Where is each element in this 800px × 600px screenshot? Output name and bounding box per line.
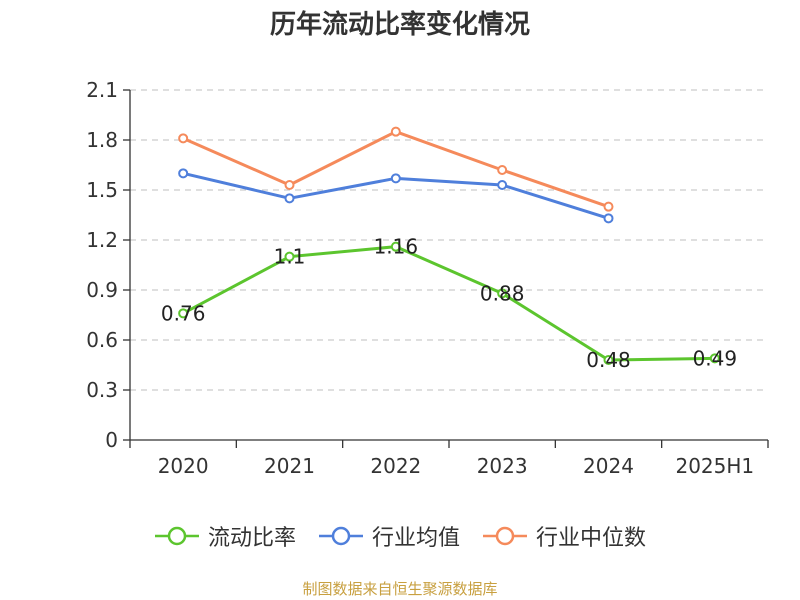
data-point[interactable] (178, 308, 189, 319)
data-label: 0.76 (161, 301, 206, 325)
series-line (182, 130, 609, 209)
data-point[interactable] (284, 180, 295, 190)
legend: 流动比率 行业均值 行业中位数 (0, 520, 800, 552)
data-point[interactable] (178, 168, 189, 179)
y-tick-label: 1.5 (86, 178, 118, 202)
series-line (182, 245, 715, 362)
legend-symbol-current-ratio (154, 526, 199, 546)
data-label: 0.88 (480, 281, 525, 305)
y-tick-label: 0 (105, 428, 118, 452)
data-point[interactable] (390, 126, 401, 137)
chart-title: 历年流动比率变化情况 (269, 10, 530, 40)
data-point[interactable] (603, 213, 614, 224)
data-point[interactable] (603, 355, 614, 365)
data-point[interactable] (178, 133, 189, 144)
x-tick-label: 2020 (158, 454, 209, 478)
y-tick-label: 2.1 (86, 78, 118, 102)
legend-label-industry-mean: 行业均值 (371, 526, 460, 551)
legend-label-current-ratio: 流动比率 (207, 526, 296, 551)
data-point[interactable] (497, 288, 508, 299)
x-tick-label: 2024 (583, 454, 634, 478)
data-label: 1.16 (374, 235, 419, 259)
legend-item-industry-mean[interactable]: 行业均值 (318, 520, 460, 552)
legend-symbol-industry-median (483, 526, 527, 546)
data-point[interactable] (709, 353, 720, 364)
y-tick-label: 0.3 (86, 378, 118, 402)
data-label: 1.1 (274, 245, 306, 269)
x-tick-label: 2021 (264, 454, 315, 478)
y-tick-label: 1.2 (86, 228, 118, 252)
data-point[interactable] (603, 201, 614, 212)
y-tick-label: 0.6 (86, 328, 118, 352)
data-labels: 0.76 1.1 1.16 0.88 0.48 0.49 (161, 235, 737, 372)
legend-label-industry-median: 行业中位数 (536, 526, 647, 551)
grid-lines (130, 89, 768, 391)
legend-item-current-ratio[interactable]: 流动比率 (154, 520, 296, 552)
data-point[interactable] (497, 165, 508, 175)
legend-symbol-industry-mean (318, 526, 363, 546)
y-tick-label: 0.9 (86, 278, 118, 302)
data-point[interactable] (390, 173, 401, 184)
x-tick-label: 2022 (370, 454, 421, 478)
data-label: 0.48 (586, 348, 631, 372)
x-tick-label: 2025H1 (675, 454, 754, 478)
y-tick-label: 1.8 (86, 128, 118, 152)
source-note: 制图数据来自恒生聚源数据库 (302, 580, 498, 598)
data-point[interactable] (284, 251, 295, 262)
data-label: 0.49 (693, 346, 738, 370)
data-point[interactable] (284, 193, 295, 204)
data-point[interactable] (390, 241, 401, 252)
x-tick-label: 2023 (477, 454, 528, 478)
legend-item-industry-median[interactable]: 行业中位数 (482, 520, 646, 552)
data-point[interactable] (497, 180, 508, 190)
series-layer (178, 126, 720, 365)
axes: 0 0.3 0.6 0.9 1.2 1.5 1.8 2.1 2020 2021 2022 2023 20… (86, 78, 769, 478)
